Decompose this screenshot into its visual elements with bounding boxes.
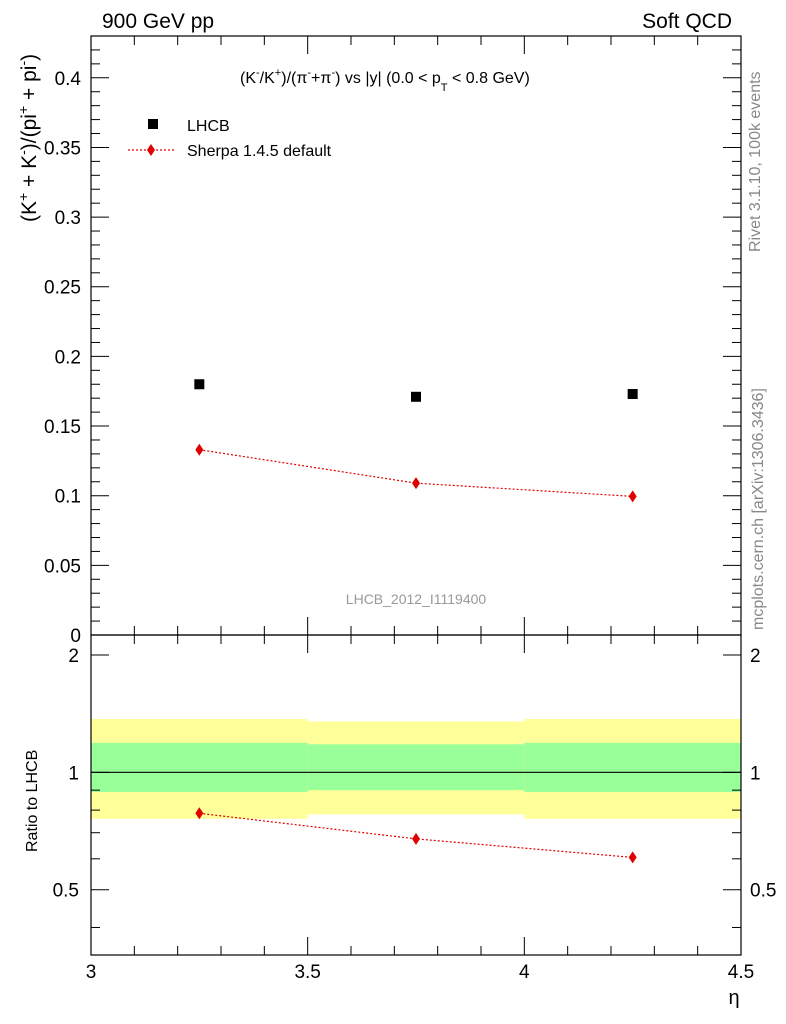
ratio-panel: 0.5 0.5 1 1 2 2 3 3.5 4 4.5 Ratio to LHCB η <box>24 634 777 1009</box>
legend: LHCB Sherpa 1.4.5 default <box>128 118 332 160</box>
legend-lhcb-marker <box>148 119 158 129</box>
ratio-sherpa-point <box>628 851 637 864</box>
ratio-ytick-label-right: 1 <box>750 763 761 784</box>
sherpa-data-point <box>412 477 420 490</box>
main-ytick-label: 0.2 <box>55 347 81 368</box>
main-ytick-label: 0.25 <box>44 278 81 299</box>
header-left: 900 GeV pp <box>102 10 214 33</box>
header-right: Soft QCD <box>642 10 732 33</box>
main-ytick-label: 0.15 <box>44 417 81 438</box>
ratio-sherpa-point <box>412 832 420 845</box>
ratio-ytick-label-left: 1 <box>68 763 79 784</box>
ratio-series-line <box>199 812 633 859</box>
ratio-xlabel: η <box>728 987 739 1009</box>
main-ylabel: (K+ + K-)/(pi+ + pi-) <box>15 54 41 222</box>
ratio-band-inner <box>524 742 741 793</box>
main-ytick-label: 0.1 <box>55 487 81 508</box>
main-ytick-label-0: 0 <box>70 626 81 647</box>
main-ytick-label: 0.05 <box>44 556 81 577</box>
ratio-xtick-label: 4.5 <box>728 962 754 983</box>
legend-lhcb-label: LHCB <box>187 118 230 135</box>
mcplots-label: mcplots.cern.ch [arXiv:1306.3436] <box>750 388 767 630</box>
main-ticks <box>90 35 742 635</box>
main-tick-labels: 0 0.05 0.1 0.15 0.2 0.25 0.3 0.35 0.4 <box>44 69 81 647</box>
ratio-bands <box>91 719 741 819</box>
main-title: (K-/K+)/(π-+π-) vs |y| (0.0 < pT < 0.8 G… <box>240 67 530 94</box>
main-ytick-label: 0.3 <box>55 208 81 229</box>
rivet-label: Rivet 3.1.10, 100k events <box>747 71 764 252</box>
ratio-tick-labels: 0.5 0.5 1 1 2 2 3 3.5 4 4.5 <box>53 646 777 983</box>
legend-sherpa-marker <box>147 144 155 156</box>
ratio-series <box>195 807 637 864</box>
ratio-band-inner <box>91 742 308 793</box>
legend-sherpa-label: Sherpa 1.4.5 default <box>187 143 332 160</box>
ratio-frame <box>90 634 742 956</box>
main-panel: 0 0.05 0.1 0.15 0.2 0.25 0.3 0.35 0.4 (K-/K+)/(… <box>15 35 742 647</box>
ratio-band-inner <box>307 744 525 791</box>
ratio-xtick-label: 4 <box>519 962 530 983</box>
ratio-xtick-label: 3.5 <box>294 962 320 983</box>
sherpa-data-point <box>195 443 204 456</box>
ratio-ytick-label-left: 2 <box>68 646 79 667</box>
ratio-sherpa-point <box>195 807 204 820</box>
sherpa-data-point <box>628 490 637 503</box>
main-series <box>194 379 638 503</box>
ratio-ticks <box>90 635 742 955</box>
lhcb-data-point <box>627 389 638 400</box>
ratio-ylabel: Ratio to LHCB <box>24 750 41 852</box>
ratio-xtick-label: 3 <box>86 962 97 983</box>
main-ytick-label: 0.35 <box>44 138 81 159</box>
lhcb-data-point <box>194 379 205 390</box>
main-series-line <box>199 449 633 497</box>
ratio-ytick-label-right: 0.5 <box>750 881 776 902</box>
analysis-watermark: LHCB_2012_I1119400 <box>346 591 487 607</box>
ratio-ytick-label-left: 0.5 <box>53 881 79 902</box>
main-ytick-label: 0.4 <box>55 69 82 90</box>
ratio-ytick-label-right: 2 <box>750 646 761 667</box>
lhcb-data-point <box>411 391 421 402</box>
